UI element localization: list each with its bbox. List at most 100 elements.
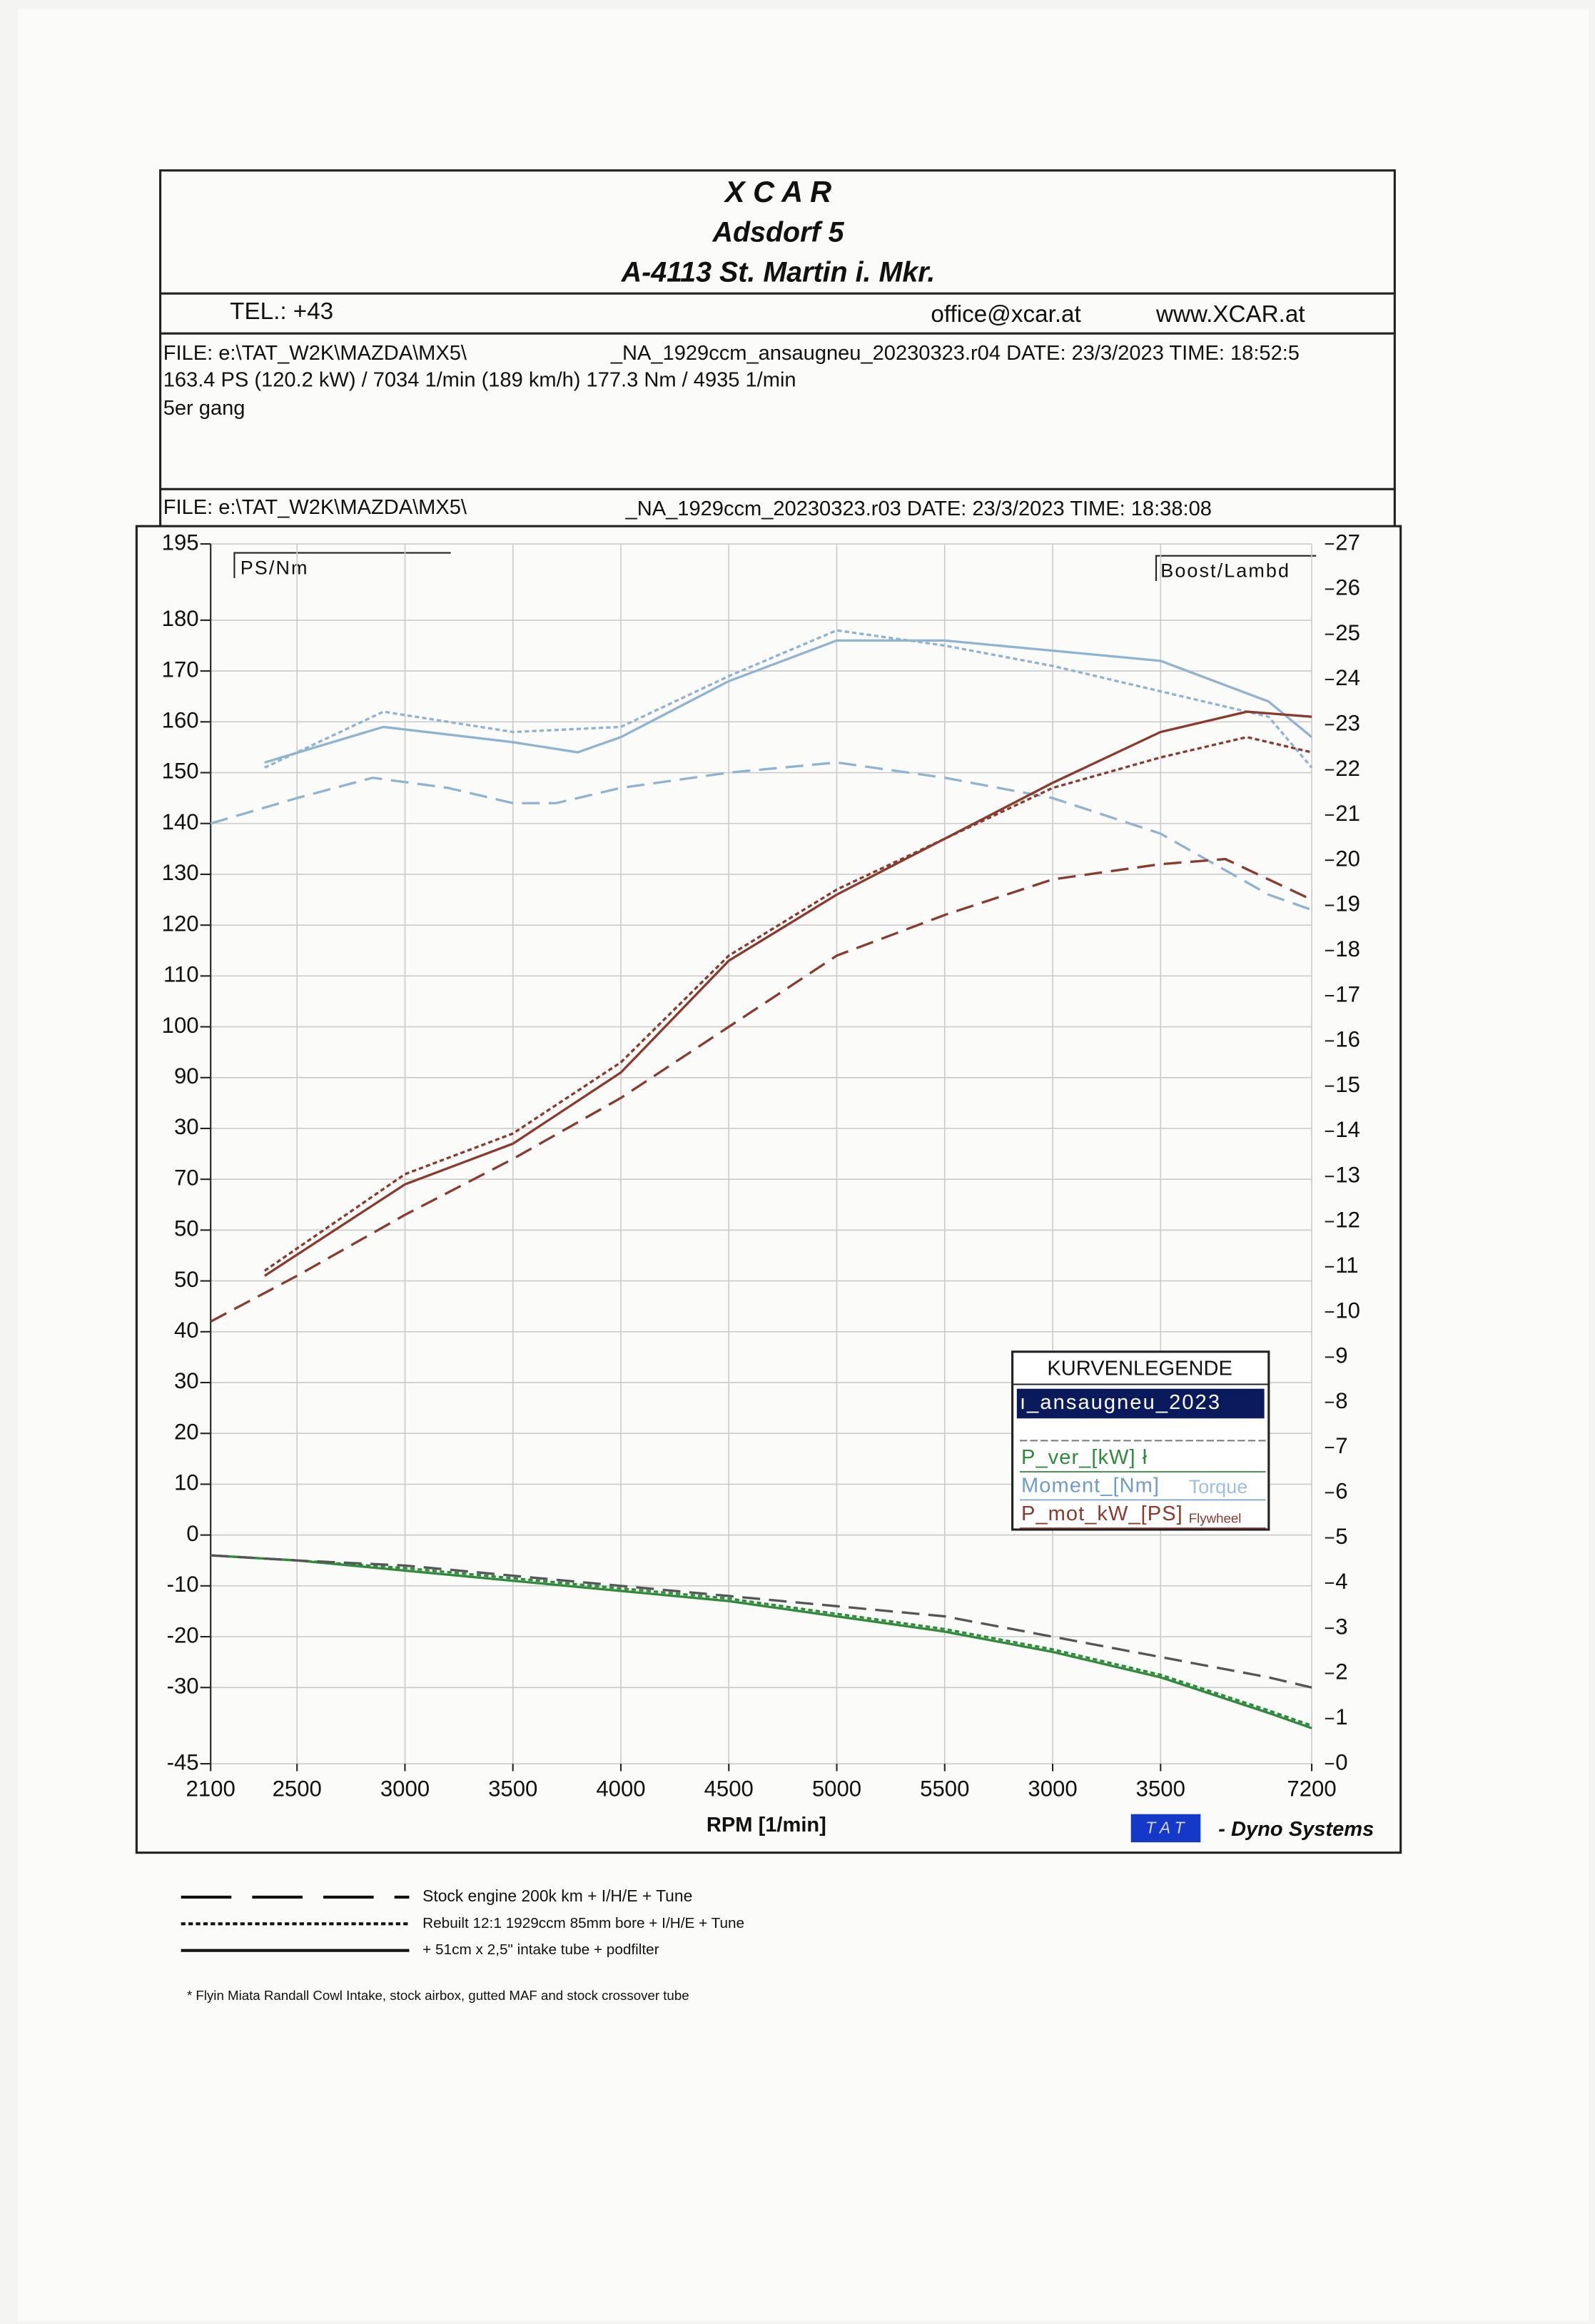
- y-tick-label: 140: [162, 809, 199, 834]
- series-line: [210, 857, 1312, 1323]
- series-line: [211, 1554, 1312, 1727]
- legend-title: KURVENLEGENDE: [1047, 1357, 1232, 1380]
- gear: 5er gang: [163, 397, 245, 420]
- x-tick-label: 7200: [1287, 1777, 1336, 1802]
- y-axis-label: PS/Nm: [240, 557, 309, 579]
- y-tick-label: 130: [162, 860, 199, 885]
- logo: T A T: [1145, 1818, 1185, 1837]
- y2-tick-label: 6: [1335, 1479, 1347, 1504]
- legend-text: + 51cm x 2,5" intake tube + podfilter: [422, 1941, 659, 1958]
- plot: -45-30-20-100102030405050703090100110120…: [162, 530, 1360, 1801]
- y2-tick-label: 5: [1335, 1524, 1347, 1549]
- y-tick-label: -45: [167, 1749, 199, 1774]
- y-tick-label: 150: [162, 759, 199, 784]
- legend-entry: P_mot_kW_[PS]: [1021, 1502, 1183, 1525]
- y2-tick-label: 14: [1335, 1117, 1360, 1142]
- y2-tick-label: 16: [1335, 1027, 1360, 1052]
- y-tick-label: 90: [174, 1064, 199, 1088]
- file-path: FILE: e:\TAT_W2K\MAZDA\MX5\: [163, 496, 467, 519]
- y2-tick-label: 23: [1335, 710, 1360, 735]
- y2-tick-label: 1: [1335, 1704, 1347, 1729]
- y2-axis-label: Boost/Lambd: [1160, 560, 1290, 582]
- y2-tick-label: 10: [1335, 1298, 1360, 1323]
- legend-selected-bg: [1016, 1388, 1265, 1419]
- x-axis-label: RPM [1/min]: [707, 1814, 826, 1837]
- legend-text: Stock engine 200k km + I/H/E + Tune: [422, 1886, 692, 1905]
- brand: - Dyno Systems: [1218, 1818, 1374, 1841]
- y-tick-label: 170: [162, 657, 199, 682]
- footnote: * Flyin Miata Randall Cowl Intake, stock…: [187, 1988, 689, 2003]
- y-tick-label: 70: [174, 1165, 199, 1190]
- y-tick-label: 50: [174, 1216, 199, 1241]
- chart-box: [135, 525, 1402, 1854]
- y2-tick-label: 22: [1335, 756, 1360, 781]
- y-tick-label: 40: [174, 1318, 199, 1343]
- email: office@xcar.at: [931, 301, 1080, 328]
- y-tick-label: -20: [167, 1622, 199, 1647]
- company: X C A R: [724, 175, 831, 208]
- y-tick-label: 180: [162, 606, 199, 631]
- legend-selected: ı_ansaugneu_2023: [1020, 1391, 1221, 1414]
- y2-tick-label: 0: [1335, 1749, 1347, 1774]
- y2-tick-label: 12: [1335, 1208, 1360, 1233]
- y2-tick-label: 4: [1335, 1569, 1347, 1594]
- label-bracket: [1155, 555, 1317, 581]
- y-tick-label: 30: [174, 1114, 199, 1139]
- y2-tick-label: 27: [1335, 530, 1360, 555]
- y-tick-label: 50: [174, 1267, 199, 1292]
- city: A-4113 St. Martin i. Mkr.: [621, 257, 936, 288]
- x-tick-label: 3000: [380, 1777, 430, 1802]
- series-line: [264, 629, 1313, 769]
- y2-tick-label: 11: [1335, 1253, 1358, 1278]
- x-tick-label: 4000: [596, 1777, 645, 1802]
- legend-entry: Moment_[Nm]: [1021, 1474, 1160, 1497]
- result: 163.4 PS (120.2 kW) / 7034 1/min (189 km…: [163, 368, 796, 391]
- y-tick-label: 20: [174, 1419, 199, 1444]
- tel: TEL.: +43: [230, 298, 333, 325]
- street: Adsdorf 5: [712, 217, 844, 248]
- x-tick-label: 4500: [704, 1777, 754, 1802]
- header-box: [159, 169, 1396, 490]
- x-tick-label: 2500: [273, 1777, 322, 1802]
- y-tick-label: 30: [174, 1368, 199, 1393]
- file-name: _NA_1929ccm_20230323.r03 DATE: 23/3/2023…: [625, 497, 1212, 520]
- y-tick-label: 160: [162, 708, 199, 733]
- y2-tick-label: 13: [1335, 1162, 1360, 1187]
- series-line: [211, 1554, 1312, 1729]
- x-tick-label: 5000: [812, 1777, 861, 1802]
- y2-tick-label: 3: [1335, 1614, 1347, 1639]
- y2-tick-label: 8: [1335, 1388, 1347, 1413]
- series-line: [264, 639, 1313, 764]
- y2-tick-label: 15: [1335, 1072, 1360, 1097]
- y2-tick-label: 9: [1335, 1343, 1347, 1368]
- series-line: [211, 1554, 1312, 1689]
- y2-tick-label: 2: [1335, 1659, 1347, 1684]
- series-line: [263, 710, 1312, 1277]
- y-tick-label: 10: [174, 1470, 199, 1495]
- x-tick-label: 5500: [920, 1777, 969, 1802]
- y2-tick-label: 20: [1335, 846, 1360, 871]
- line-legend: Stock engine 200k km + I/H/E + Tune Rebui…: [181, 1886, 744, 1958]
- legend-text: Rebuilt 12:1 1929ccm 85mm bore + I/H/E +…: [422, 1915, 744, 1931]
- x-tick-label: 3000: [1028, 1777, 1077, 1802]
- series-line: [263, 735, 1312, 1272]
- y2-tick-label: 25: [1335, 620, 1360, 645]
- x-tick-label: 2100: [186, 1777, 236, 1802]
- web: www.XCAR.at: [1155, 301, 1305, 328]
- legend-note: Flywheel: [1189, 1510, 1242, 1525]
- y-tick-label: 100: [162, 1013, 199, 1038]
- legend-entry: P_ver_[kW] ł: [1021, 1446, 1148, 1469]
- legend-note: Torque: [1189, 1476, 1248, 1497]
- y-tick-label: 0: [186, 1521, 198, 1546]
- y2-tick-label: 24: [1335, 665, 1360, 690]
- x-tick-label: 3500: [1136, 1777, 1185, 1802]
- paper: [18, 9, 1589, 2321]
- y2-tick-label: 26: [1335, 575, 1360, 600]
- y2-tick-label: 18: [1335, 936, 1360, 961]
- logo-box: [1130, 1814, 1201, 1843]
- y-tick-label: 120: [162, 911, 199, 936]
- file-path: FILE: e:\TAT_W2K\MAZDA\MX5\: [163, 342, 467, 365]
- y2-tick-label: 17: [1335, 981, 1360, 1006]
- label-bracket: [233, 552, 451, 578]
